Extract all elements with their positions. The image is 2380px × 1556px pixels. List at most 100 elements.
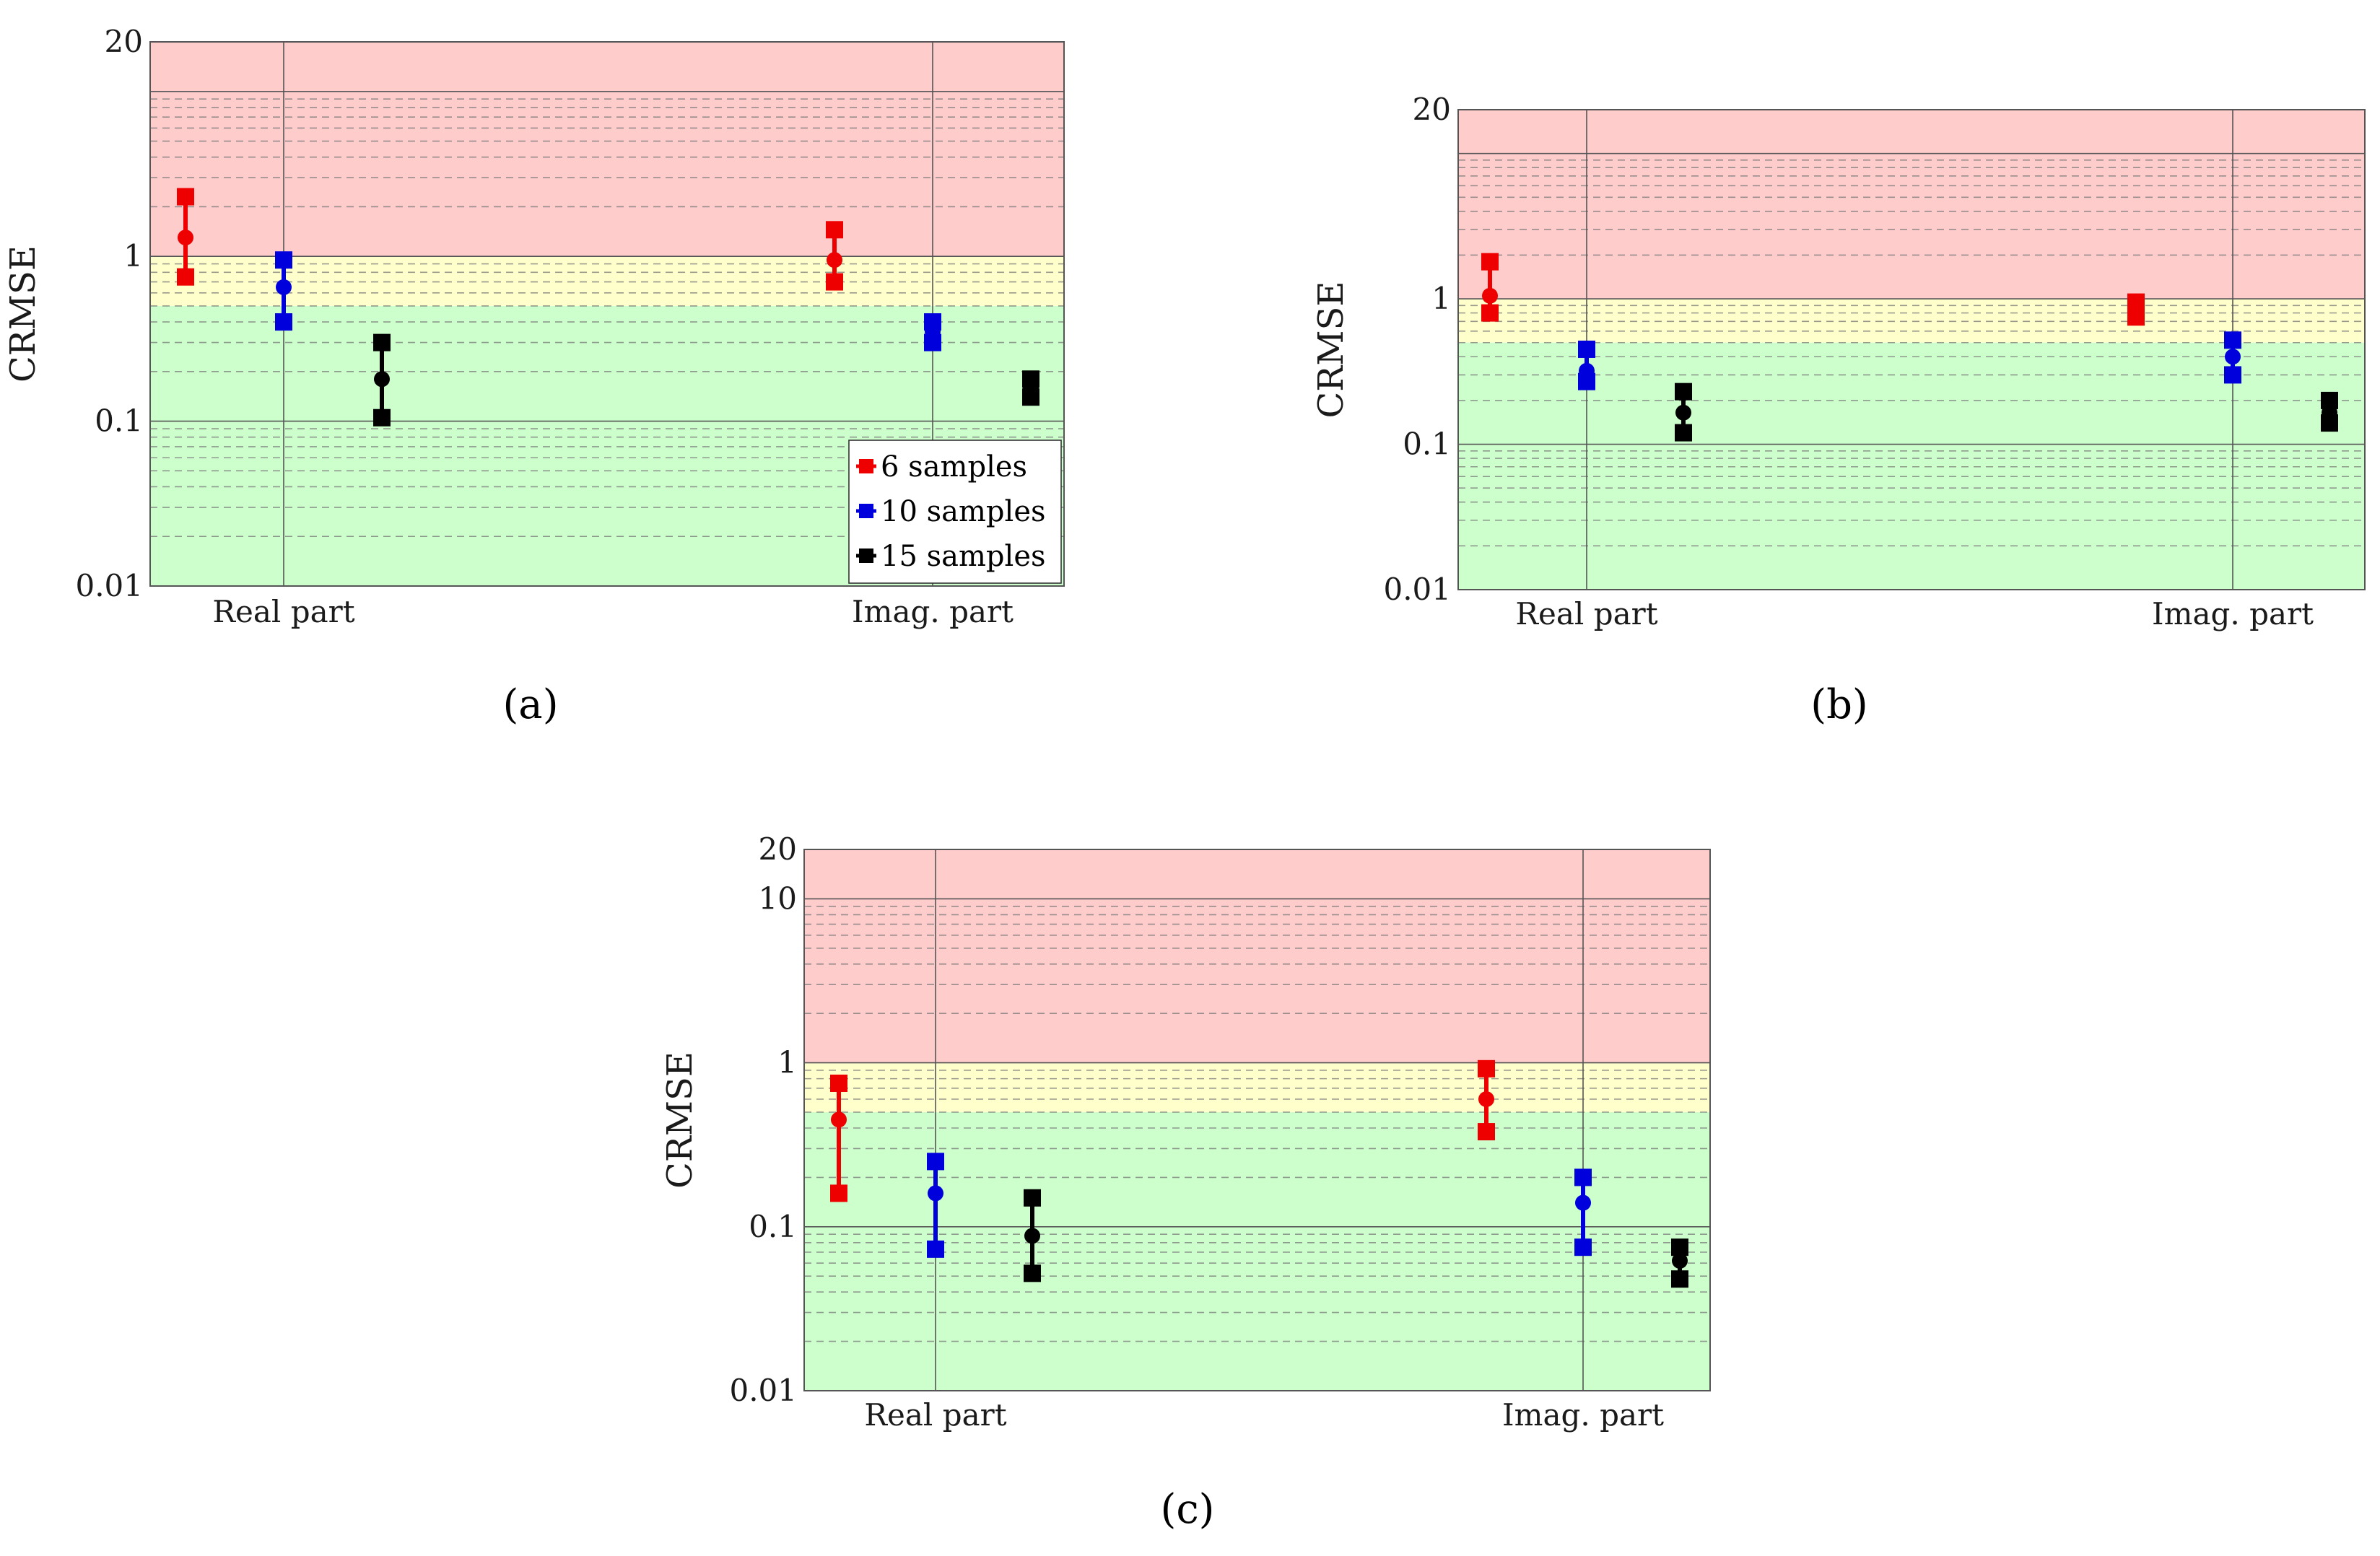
legend-box [848,440,1062,584]
legend: 6 samples 10 samples 15 samples [848,440,1062,584]
y-tick-label: 1 [123,238,143,274]
zone-red [1458,110,2365,300]
panel-label: (b) [1810,681,1868,728]
max-marker [927,1153,944,1171]
mean-marker [831,1111,847,1128]
max-marker [1578,340,1595,358]
min-marker [2224,366,2241,384]
min-marker [1478,1123,1495,1141]
series-10-samples [927,1153,1592,1258]
axes-box [1457,109,2366,590]
axes-box [803,849,1711,1391]
series-6-samples [177,188,843,291]
mean-marker [1024,1228,1040,1244]
y-axis-label: CRMSE [3,245,43,383]
max-marker [1481,253,1499,271]
min-marker [826,273,843,291]
x-tick-label: Real part [212,594,354,629]
x-tick-label: Real part [1515,596,1657,631]
mean-marker [374,371,390,388]
min-marker [177,268,194,286]
panel-label: (a) [502,681,558,728]
y-tick-label: 20 [105,24,143,59]
max-marker [826,221,843,239]
min-marker [1024,1264,1041,1282]
mean-marker [2225,349,2241,365]
legend-swatch-marker [859,504,873,518]
series-6-samples [1481,253,2145,326]
legend-entry: 15 samples [881,540,1046,573]
chart-panel-3: 0.01 0.1 1 10 20 CRMSE Real part Imag. part (c) [660,831,1711,1533]
y-tick-label: 20 [759,831,797,867]
legend-swatch-marker [859,548,873,563]
mean-marker [2128,301,2144,318]
mean-marker [925,323,941,340]
min-marker [830,1184,847,1202]
mean-marker [1575,1194,1591,1211]
series-15-samples [1675,383,2338,442]
max-marker [177,188,194,206]
y-tick-label: 0.01 [729,1373,797,1408]
mean-marker [928,1185,943,1202]
mean-marker [1675,404,1691,421]
min-marker [1574,1238,1592,1256]
y-tick-label: 0.1 [1403,427,1451,462]
y-axis-label: CRMSE [1311,281,1351,419]
max-marker [1024,1189,1041,1207]
y-axis-label: CRMSE [660,1052,700,1189]
x-tick-label: Imag. part [1502,1397,1664,1433]
series-10-samples [275,251,941,351]
y-tick-label: 0.01 [1383,572,1451,607]
y-tick-label: 10 [759,880,797,916]
zone-green [804,1111,1710,1391]
x-tick-label: Imag. part [2152,596,2314,631]
min-marker [927,1240,944,1258]
y-tick-label: 0.1 [749,1209,797,1244]
y-tick-label: 1 [777,1045,797,1080]
mean-marker [2322,404,2337,421]
zone-red [804,849,1710,1063]
min-marker [373,408,391,427]
max-marker [1574,1168,1592,1186]
y-tick-label: 0.1 [95,403,143,439]
max-marker [2224,331,2241,349]
legend-entry: 6 samples [881,450,1027,484]
x-tick-label: Real part [864,1397,1006,1433]
chart-panel-2: 0.01 0.1 1 20 CRMSE Real part Imag. part (b) [1311,92,2366,728]
max-marker [373,333,391,351]
zone-red [150,42,1064,257]
axes-box [149,41,1065,587]
max-marker [830,1074,847,1092]
min-marker [1481,304,1499,322]
zone-yellow [804,1062,1710,1112]
x-tick-label: Imag. part [852,594,1014,629]
legend-swatch-marker [859,459,873,473]
series-15-samples [1024,1189,1688,1288]
mean-marker [276,279,292,295]
zone-green [1458,342,2365,590]
min-marker [1675,424,1692,442]
chart-panel-1: 0.01 0.1 1 20 CRMSE Real part Imag. part 6 samp… [3,24,1065,728]
mean-marker [1023,379,1039,395]
min-marker [275,313,292,331]
panel-label: (c) [1160,1486,1214,1533]
series-6-samples [830,1059,1495,1202]
max-marker [1675,383,1692,401]
mean-marker [1478,1091,1494,1108]
y-tick-label: 1 [1431,281,1451,316]
mean-marker [1482,287,1498,304]
mean-marker [1579,362,1595,379]
mean-marker [827,252,842,268]
y-tick-label: 20 [1413,92,1451,127]
mean-marker [1672,1252,1688,1269]
mean-marker [178,230,193,246]
min-marker [1671,1270,1688,1288]
legend-entry: 10 samples [881,495,1046,528]
zone-yellow [150,256,1064,306]
max-marker [1478,1059,1495,1078]
y-tick-label: 0.01 [75,568,143,603]
series-10-samples [1578,331,2241,390]
series-15-samples [373,333,1039,427]
max-marker [275,251,292,269]
